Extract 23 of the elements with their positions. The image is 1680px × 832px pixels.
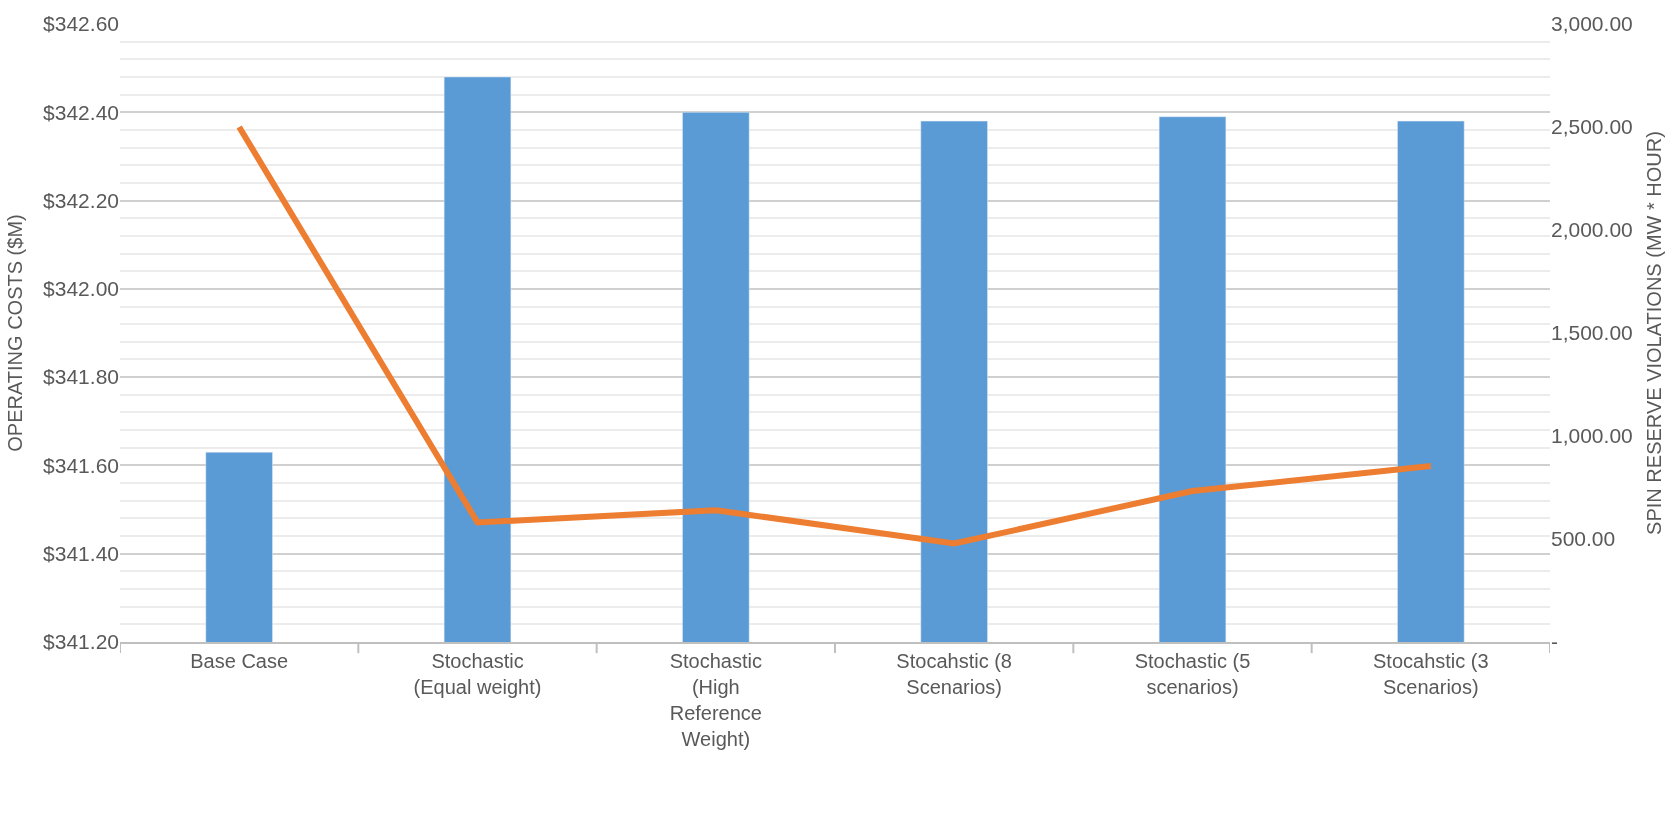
x-tick-label: Base Case: [190, 650, 289, 672]
y2-tick-label: -: [1551, 630, 1558, 654]
y-tick-label: $342.60: [43, 12, 119, 36]
y-tick-label: $342.00: [43, 277, 119, 301]
x-tick-label: Stocahstic (3 Scenarios): [1373, 650, 1489, 698]
y-tick-label: $341.20: [43, 630, 119, 654]
x-tick-label: Stocahstic (8 Scenarios): [896, 650, 1012, 698]
x-tick-label: Stochastic (5 scenarios): [1134, 650, 1251, 698]
y2-tick-label: 1,500.00: [1551, 321, 1633, 345]
y2-tick-label: 2,500.00: [1551, 115, 1633, 139]
y-tick-label: $341.60: [43, 453, 119, 477]
y2-tick-label: 1,000.00: [1551, 424, 1633, 448]
y2-axis-title: SPIN RESERVE VIOLATIONS (MW * HOUR): [1643, 131, 1666, 535]
y-tick-label: $341.40: [43, 542, 119, 566]
y-axis-title: OPERATING COSTS ($M): [3, 214, 26, 452]
y-tick-label: $341.80: [43, 365, 119, 389]
x-tick-label: Stochastic (Equal weight): [413, 650, 542, 698]
y2-tick-label: 2,000.00: [1551, 218, 1633, 242]
y-tick-label: $342.20: [43, 188, 119, 212]
y-tick-label: $342.40: [43, 100, 119, 124]
y2-tick-label: 3,000.00: [1551, 12, 1633, 36]
x-tick-label: Stochastic (High Reference Weight): [669, 650, 762, 750]
y2-tick-label: 500.00: [1551, 527, 1616, 551]
